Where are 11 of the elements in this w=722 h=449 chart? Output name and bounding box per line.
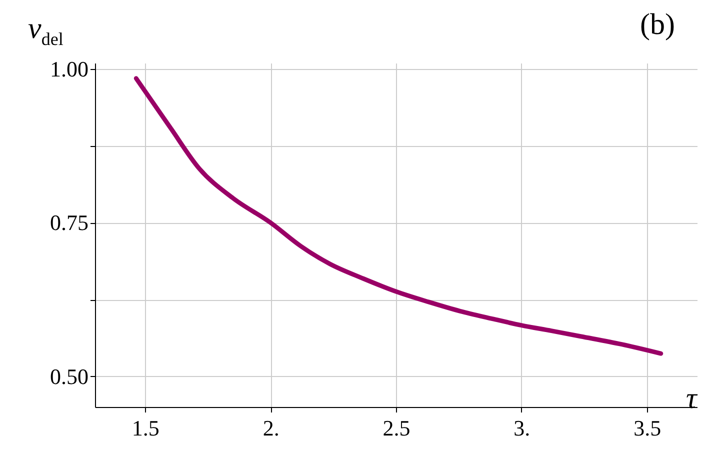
y-tick-label: 0.75 bbox=[50, 210, 88, 236]
y-tick-label: 0.50 bbox=[50, 364, 88, 389]
y-axis-title: ν$_{del}$ bbox=[28, 12, 64, 50]
y-tick-label: 1.00 bbox=[50, 56, 88, 82]
line-series bbox=[134, 76, 664, 356]
x-tick-label: 3. bbox=[514, 416, 530, 440]
x-tick-label: 2. bbox=[262, 416, 280, 440]
text: (b) bbox=[640, 8, 675, 42]
x-tick-label: 2.5 bbox=[382, 416, 410, 440]
x-tick-label: 1.5 bbox=[132, 416, 160, 440]
x-tick-label: 3.5 bbox=[634, 416, 662, 440]
